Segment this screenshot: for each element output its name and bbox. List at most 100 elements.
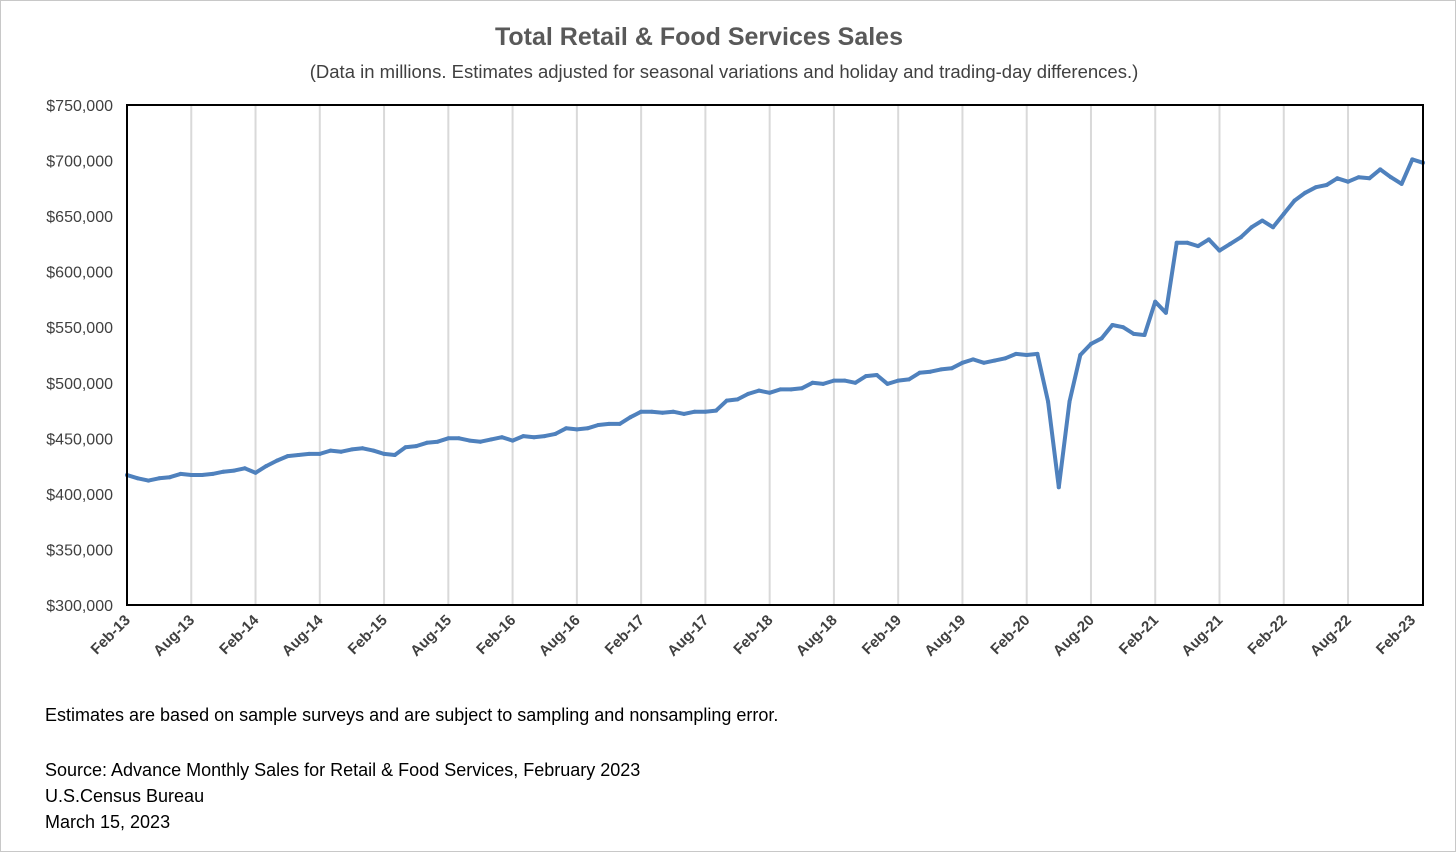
data-point bbox=[1356, 175, 1361, 180]
plot-border bbox=[126, 104, 1424, 606]
data-point bbox=[296, 453, 301, 457]
data-point bbox=[1367, 176, 1372, 181]
data-point bbox=[703, 409, 708, 414]
data-point bbox=[628, 415, 633, 420]
data-point bbox=[789, 387, 794, 392]
data-point bbox=[1121, 325, 1126, 330]
data-point bbox=[1163, 310, 1168, 315]
x-tick-label: Aug-22 bbox=[1307, 612, 1355, 660]
data-point bbox=[821, 381, 826, 386]
data-point bbox=[242, 466, 247, 471]
data-point bbox=[1153, 299, 1158, 304]
data-point bbox=[992, 358, 997, 363]
plot-area: $300,000 $350,000 $400,000 $450,000 $500,000… bbox=[46, 98, 1425, 660]
sales-line bbox=[125, 157, 1425, 490]
x-tick-label: Aug-21 bbox=[1178, 612, 1226, 660]
data-point bbox=[1281, 211, 1286, 216]
x-tick-label: Feb-15 bbox=[345, 612, 391, 658]
chart-subtitle: (Data in millions. Estimates adjusted fo… bbox=[309, 61, 1139, 82]
data-point bbox=[1303, 190, 1308, 195]
data-point bbox=[971, 357, 976, 362]
y-axis-ticks: $300,000 $350,000 $400,000 $450,000 $500,000… bbox=[46, 98, 113, 615]
x-tick-label: Aug-18 bbox=[793, 612, 841, 660]
x-tick-label: Aug-16 bbox=[536, 612, 584, 660]
data-point bbox=[328, 448, 333, 453]
data-point bbox=[1324, 183, 1329, 187]
data-point bbox=[896, 378, 901, 383]
data-point bbox=[939, 367, 943, 372]
y-tick-label: $700,000 bbox=[46, 154, 113, 171]
data-point bbox=[778, 387, 783, 392]
data-point bbox=[735, 397, 740, 402]
data-point bbox=[414, 444, 419, 449]
data-point bbox=[1046, 399, 1051, 404]
x-tick-label: Feb-13 bbox=[88, 612, 134, 658]
data-point bbox=[1292, 198, 1297, 203]
x-tick-label: Feb-19 bbox=[859, 612, 905, 658]
x-tick-label: Aug-20 bbox=[1050, 612, 1098, 660]
data-point bbox=[253, 470, 258, 475]
y-tick-label: $400,000 bbox=[46, 487, 113, 504]
x-tick-label: Aug-13 bbox=[150, 612, 198, 660]
y-tick-label: $600,000 bbox=[46, 265, 113, 282]
data-point bbox=[810, 380, 815, 385]
data-point bbox=[403, 445, 408, 450]
data-point bbox=[221, 469, 226, 474]
x-tick-label: Aug-15 bbox=[407, 612, 455, 660]
data-point bbox=[264, 464, 269, 469]
footnote: Estimates are based on sample surveys an… bbox=[45, 705, 779, 725]
data-point bbox=[1271, 225, 1275, 230]
data-point bbox=[285, 454, 290, 459]
data-point bbox=[874, 373, 879, 377]
data-point bbox=[928, 369, 933, 374]
data-point bbox=[232, 468, 237, 473]
data-point bbox=[510, 438, 515, 443]
data-point bbox=[724, 398, 729, 403]
data-point bbox=[671, 409, 676, 414]
data-point bbox=[189, 473, 194, 477]
y-tick-label: $750,000 bbox=[46, 98, 113, 115]
data-point bbox=[349, 447, 354, 452]
y-tick-label: $500,000 bbox=[46, 376, 113, 393]
x-tick-label: Aug-14 bbox=[279, 611, 327, 659]
data-point bbox=[1035, 351, 1040, 356]
data-point bbox=[574, 427, 579, 432]
data-point bbox=[617, 421, 622, 426]
data-point bbox=[157, 476, 162, 481]
data-point bbox=[457, 436, 461, 441]
data-point bbox=[1410, 157, 1415, 162]
x-tick-label: Feb-23 bbox=[1373, 612, 1419, 658]
data-point bbox=[981, 360, 986, 365]
data-point bbox=[831, 378, 836, 383]
x-tick-label: Aug-17 bbox=[664, 612, 712, 660]
data-point bbox=[424, 440, 429, 445]
data-point bbox=[1099, 336, 1104, 341]
data-point bbox=[799, 386, 804, 391]
x-tick-label: Aug-19 bbox=[921, 612, 969, 660]
data-point bbox=[210, 471, 215, 476]
data-point bbox=[842, 378, 847, 383]
data-point bbox=[864, 374, 868, 379]
data-point bbox=[435, 439, 440, 444]
data-point bbox=[1346, 179, 1350, 184]
data-point bbox=[596, 423, 601, 427]
data-point bbox=[607, 421, 611, 426]
data-point bbox=[1078, 353, 1083, 357]
data-point bbox=[639, 409, 644, 414]
data-point bbox=[200, 473, 204, 477]
data-point bbox=[1185, 240, 1190, 245]
data-point bbox=[1260, 218, 1265, 223]
data-point bbox=[307, 451, 312, 456]
source-block: Source: Advance Monthly Sales for Retail… bbox=[45, 757, 640, 835]
y-tick-label: $550,000 bbox=[46, 320, 113, 337]
grid-lines bbox=[190, 105, 1350, 605]
data-point bbox=[1014, 351, 1018, 356]
data-point bbox=[960, 360, 965, 365]
data-point bbox=[1206, 237, 1211, 242]
data-point bbox=[853, 380, 858, 385]
data-point bbox=[521, 434, 526, 439]
data-point bbox=[1313, 185, 1318, 190]
data-point bbox=[756, 388, 761, 393]
data-point bbox=[885, 381, 890, 386]
data-point bbox=[489, 437, 494, 442]
